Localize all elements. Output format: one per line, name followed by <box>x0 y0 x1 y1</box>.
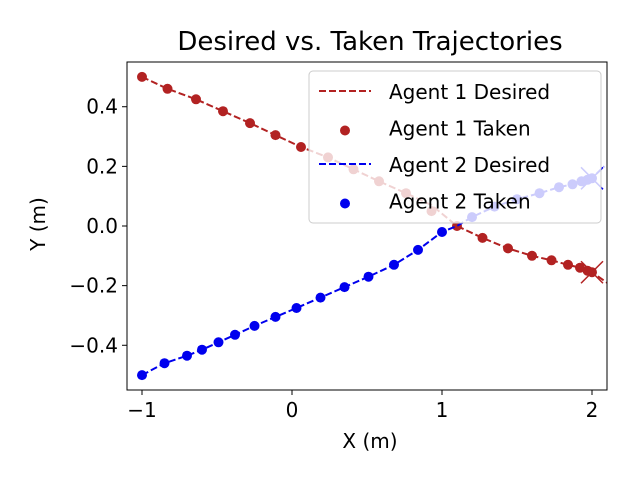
x-tick-label: 0 <box>286 398 299 422</box>
y-tick-label: −0.4 <box>69 333 118 357</box>
chart-title: Desired vs. Taken Trajectories <box>177 27 562 57</box>
data-point-agent-2-taken <box>230 329 240 340</box>
y-tick-label: 0.4 <box>86 95 118 119</box>
legend-key-agent-1-taken <box>340 125 350 136</box>
legend-key-agent-2-taken <box>340 198 350 209</box>
data-point-agent-2-taken <box>213 337 224 348</box>
data-point-agent-2-taken <box>249 320 260 331</box>
data-point-agent-1-taken <box>245 118 255 129</box>
data-point-agent-1-taken <box>191 94 201 105</box>
legend-entry-agent-1-taken: Agent 1 Taken <box>389 117 531 141</box>
data-point-agent-2-taken <box>159 358 170 369</box>
legend-entry-agent-2-taken: Agent 2 Taken <box>389 190 531 214</box>
data-point-agent-2-taken <box>389 259 399 270</box>
y-tick-label: 0.0 <box>86 214 118 238</box>
end-marker-agent-1 <box>580 260 604 284</box>
data-point-agent-2-taken <box>363 271 374 282</box>
data-point-agent-2-taken <box>182 350 192 361</box>
data-point-agent-1-taken <box>270 130 281 141</box>
data-point-agent-2-taken <box>315 292 326 303</box>
data-point-agent-1-taken <box>296 142 306 152</box>
data-point-agent-1-taken <box>563 259 573 270</box>
axes: −1 0 1 2 −0.4 −0.2 0.0 0.2 0.4 <box>69 61 608 422</box>
data-point-agent-1-taken <box>162 83 173 94</box>
legend: Agent 1 Desired Agent 1 Taken Agent 2 Desi… <box>308 70 602 224</box>
data-point-agent-2-taken <box>437 227 447 237</box>
data-point-agent-1-taken <box>527 250 537 261</box>
legend-entry-agent-2-desired: Agent 2 Desired <box>389 153 550 177</box>
y-tick-label: −0.2 <box>69 274 118 298</box>
x-tick-label: −1 <box>127 398 156 422</box>
data-point-agent-1-taken <box>575 262 585 273</box>
legend-box <box>308 70 602 224</box>
data-point-agent-2-taken <box>339 282 350 293</box>
legend-entry-agent-1-desired: Agent 1 Desired <box>389 80 550 104</box>
data-point-agent-1-taken <box>137 71 147 82</box>
y-axis-label: Y (m) <box>26 197 50 252</box>
data-point-agent-1-taken <box>477 232 488 243</box>
data-point-agent-2-taken <box>137 370 147 381</box>
x-axis-label: X (m) <box>342 429 397 453</box>
data-point-agent-1-taken <box>218 106 228 117</box>
data-point-agent-2-taken <box>291 303 302 313</box>
data-point-agent-2-taken <box>270 311 281 322</box>
data-point-agent-2-taken <box>197 344 207 355</box>
y-tick-label: 0.2 <box>86 154 118 178</box>
x-tick-label: 1 <box>436 398 449 422</box>
data-point-agent-1-taken <box>503 243 513 254</box>
x-tick-label: 2 <box>586 398 599 422</box>
data-point-agent-2-taken <box>413 244 423 255</box>
data-point-agent-1-taken <box>546 255 557 266</box>
